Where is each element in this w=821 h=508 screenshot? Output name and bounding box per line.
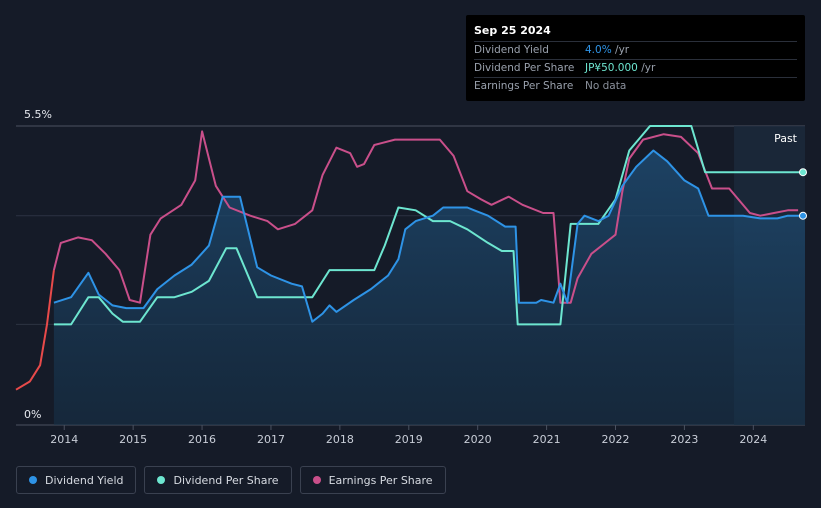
x-tick-label: 2020 [464, 433, 492, 446]
x-tick-label: 2016 [188, 433, 216, 446]
end-markers [799, 168, 807, 220]
x-tick-label: 2014 [50, 433, 78, 446]
tooltip-unit: /yr [611, 44, 630, 56]
series-lines [15, 125, 805, 391]
tooltip-date: Sep 25 2024 [474, 24, 551, 37]
tooltip-label: Dividend Per Share [474, 62, 575, 74]
x-tick-label: 2023 [670, 433, 698, 446]
legend-label: Dividend Per Share [173, 473, 279, 487]
dividend-yield-area [53, 150, 806, 425]
earnings-per-share-line [52, 130, 799, 304]
y-label-top: 5.5% [24, 108, 52, 121]
tooltip-label: Dividend Yield [474, 44, 549, 56]
x-tick-label: 2021 [533, 433, 561, 446]
legend-earnings-per-share[interactable]: Earnings Per Share [299, 466, 446, 494]
x-tick-label: 2015 [119, 433, 147, 446]
x-tick-label: 2024 [739, 433, 767, 446]
legend: Dividend Yield Dividend Per Share Earnin… [16, 466, 446, 494]
tooltip-row-dividend-per-share: Dividend Per Share JP¥50.000 /yr [474, 59, 797, 77]
legend-dot-icon [157, 476, 166, 484]
legend-label: Dividend Yield [45, 473, 124, 487]
legend-dot-icon [312, 476, 321, 484]
legend-label: Earnings Per Share [328, 473, 433, 487]
x-tick-label: 2022 [602, 433, 630, 446]
legend-dot-icon [29, 476, 37, 484]
x-tick-label: 2017 [257, 433, 285, 446]
tooltip-value: 4.0% [585, 44, 612, 56]
dividend-yield-line [53, 149, 805, 323]
tooltip-row-earnings-per-share: Earnings Per Share No data [474, 77, 797, 95]
dividend-per-share-line [53, 125, 805, 326]
past-label: Past [774, 132, 798, 145]
tooltip-value: No data [585, 80, 627, 92]
x-tick-label: 2018 [326, 433, 354, 446]
tooltip-row-dividend-yield: Dividend Yield 4.0% /yr [474, 41, 797, 59]
legend-dividend-yield[interactable]: Dividend Yield [16, 466, 137, 494]
tooltip-unit: /yr [637, 62, 656, 74]
tooltip-label: Earnings Per Share [474, 80, 574, 92]
dividend-yield-end-marker [799, 211, 807, 220]
x-axis-ticks: 2014 2015 2016 2017 2018 2019 2020 2021 2022 2023… [50, 425, 767, 446]
y-label-bottom: 0% [24, 408, 41, 421]
tooltip-value: JP¥50.000 [585, 62, 638, 74]
earnings-per-share-line-negative [15, 269, 55, 391]
legend-dividend-per-share[interactable]: Dividend Per Share [144, 466, 292, 494]
dividend-per-share-end-marker [799, 168, 807, 177]
tooltip-panel: Sep 25 2024 Dividend Yield 4.0% /yr Divi… [466, 15, 805, 101]
x-tick-label: 2019 [395, 433, 423, 446]
